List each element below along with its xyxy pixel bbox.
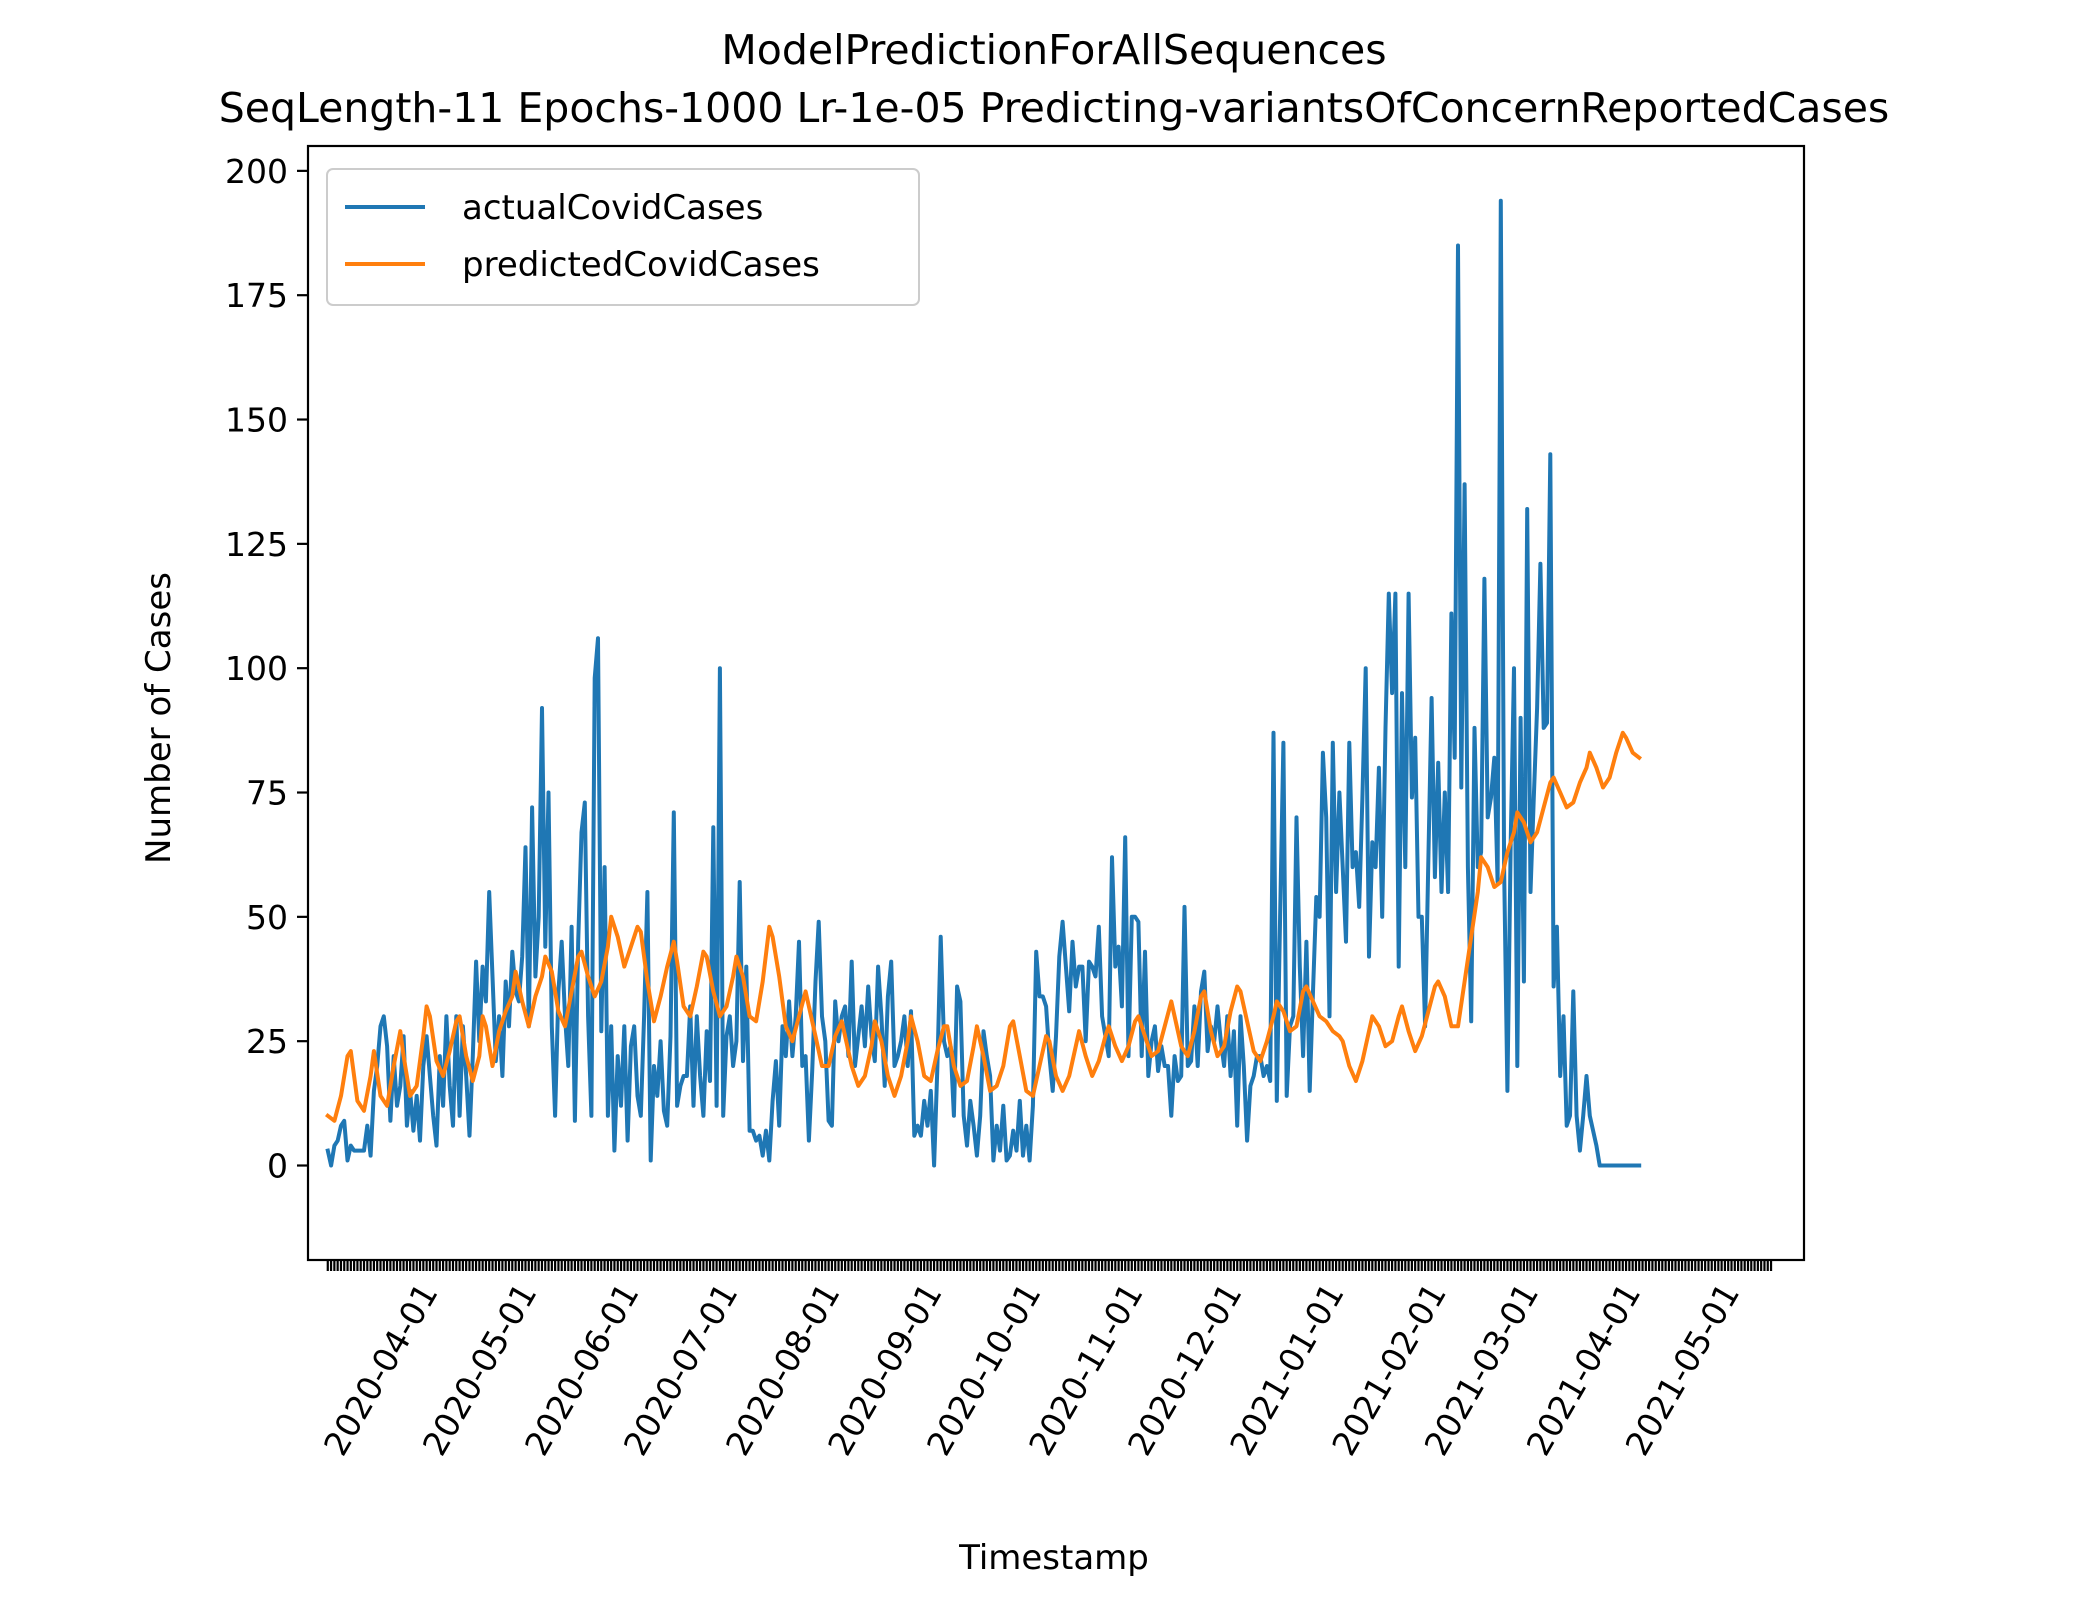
plot-area	[306, 144, 1806, 1262]
x-axis: 2020-04-012020-05-012020-06-012020-07-01…	[316, 1260, 1773, 1462]
legend-label-actualCovidCases: actualCovidCases	[462, 188, 763, 228]
legend-frame	[326, 168, 920, 306]
chart-subtitle: SeqLength-11 Epochs-1000 Lr-1e-05 Predic…	[219, 84, 1890, 132]
y-tick-label: 150	[225, 401, 288, 440]
y-tick-label: 75	[246, 774, 288, 813]
y-axis-label: Number of Cases	[139, 572, 179, 864]
y-axis: 0 25 50 75 100 125 150 175 200	[225, 152, 308, 1186]
plot-frame	[306, 144, 1806, 1262]
y-tick-label: 0	[267, 1147, 288, 1186]
y-tick-label: 200	[225, 152, 288, 191]
chart-title: ModelPredictionForAllSequences	[721, 26, 1386, 74]
series-line-predictedCovidCases	[324, 730, 1643, 1123]
y-tick-label: 100	[225, 649, 288, 688]
y-tick-label: 50	[246, 898, 288, 937]
legend-label-predictedCovidCases: predictedCovidCases	[462, 245, 820, 285]
series-line-actualCovidCases	[325, 198, 1642, 1168]
y-tick-label: 25	[246, 1022, 288, 1061]
y-tick-label: 175	[225, 276, 288, 315]
y-tick-label: 125	[225, 525, 288, 564]
legend: actualCovidCases predictedCovidCases	[326, 168, 920, 306]
x-axis-label: Timestamp	[958, 1538, 1149, 1578]
series-layer	[324, 198, 1643, 1168]
